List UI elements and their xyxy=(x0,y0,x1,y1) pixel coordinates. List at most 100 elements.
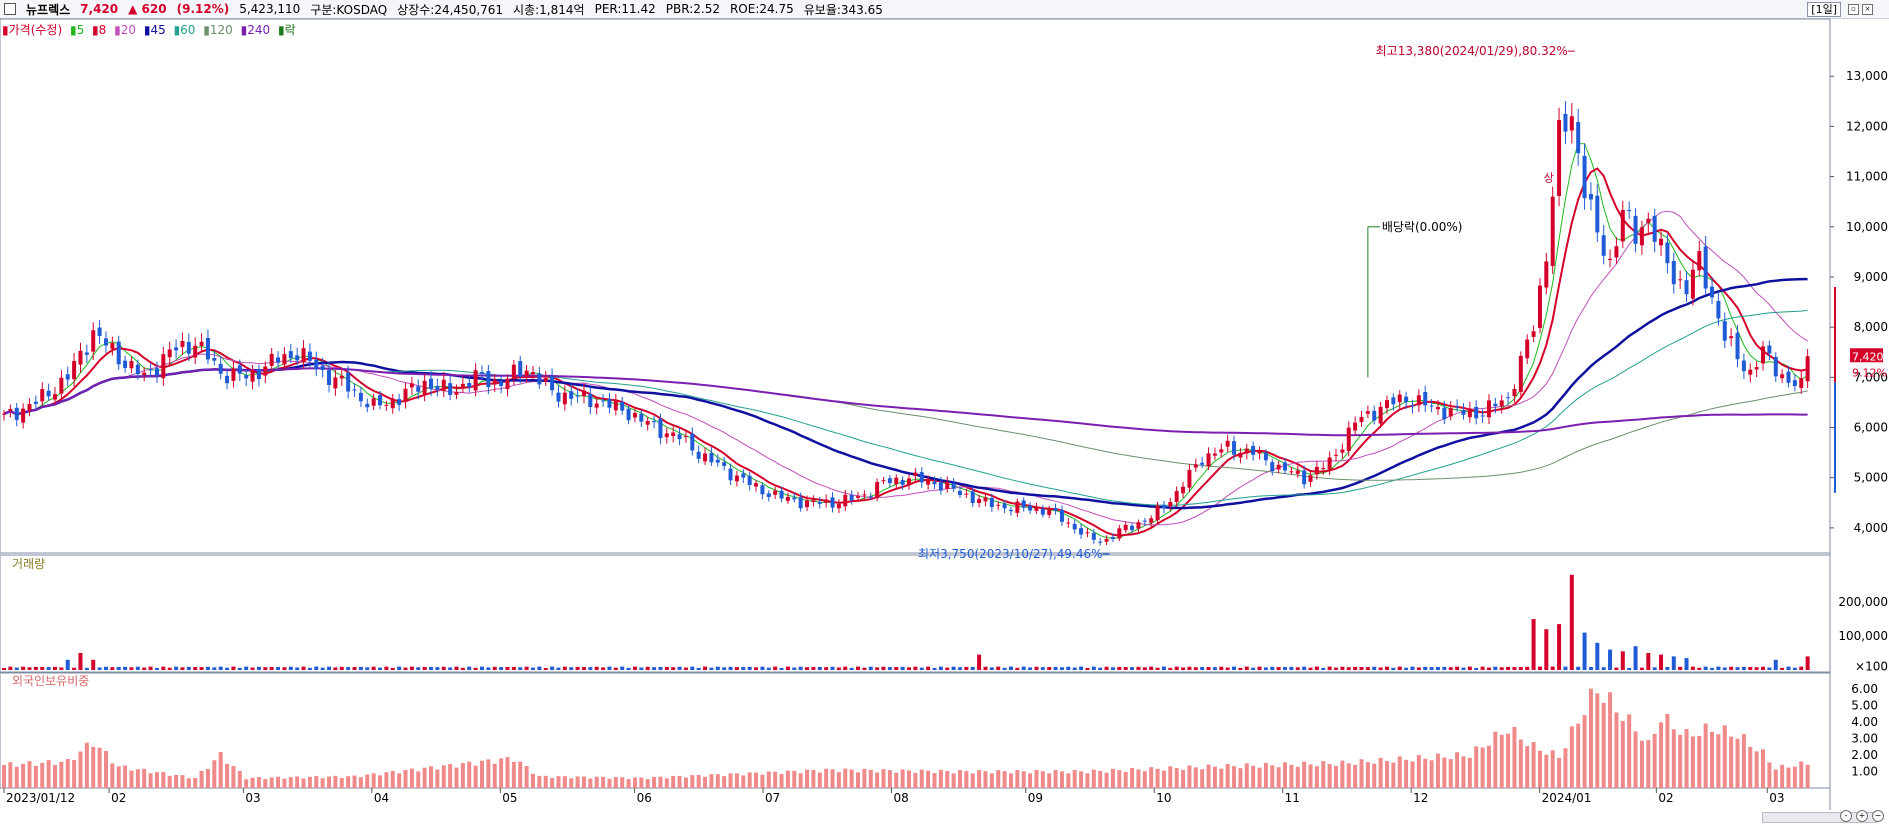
foreign-bar xyxy=(652,776,657,788)
volume-bar xyxy=(1308,667,1313,670)
candle-body xyxy=(1518,355,1523,392)
candle-body xyxy=(1117,528,1122,539)
foreign-bar xyxy=(435,769,440,788)
candle-body xyxy=(1225,440,1230,447)
candle-body xyxy=(116,341,121,365)
volume-bar xyxy=(123,666,128,670)
foreign-bar xyxy=(1225,763,1230,788)
foreign-bar xyxy=(1384,760,1389,788)
candle-body xyxy=(913,472,918,476)
volume-bar xyxy=(1576,666,1581,670)
volume-bar xyxy=(658,666,663,670)
volume-bar xyxy=(129,667,134,670)
period-button[interactable]: [1일] xyxy=(1807,2,1841,17)
legend-ma20[interactable]: ▮20 xyxy=(114,23,137,37)
candle-body xyxy=(983,497,988,502)
candle-body xyxy=(225,375,230,384)
volume-bar xyxy=(282,667,287,670)
candle-body xyxy=(1353,422,1358,431)
candle-body xyxy=(1799,378,1804,388)
volume-bar xyxy=(1098,667,1103,670)
volume-bar xyxy=(1455,666,1460,670)
foreign-tick-label: 1.00 xyxy=(1851,765,1878,779)
legend-ma5[interactable]: ▮5 xyxy=(69,23,85,37)
candle-body xyxy=(1780,374,1785,379)
candle-body xyxy=(715,459,720,463)
volume-bar xyxy=(709,667,714,670)
volume-bar xyxy=(632,666,637,670)
volume-bar xyxy=(409,666,414,670)
volume-bar xyxy=(556,667,561,670)
candle-body xyxy=(575,395,580,397)
foreign-bar xyxy=(1690,736,1695,788)
legend-ex[interactable]: ▮락 xyxy=(277,23,296,37)
zoom-in-icon[interactable]: + xyxy=(1856,810,1868,822)
close-icon[interactable]: × xyxy=(1862,4,1873,15)
foreign-bar xyxy=(301,778,306,788)
candle-body xyxy=(734,475,739,482)
volume-bar xyxy=(938,666,943,670)
candle-body xyxy=(792,497,797,500)
candle-body xyxy=(1416,395,1421,406)
volume-bar xyxy=(390,667,395,670)
candle-body xyxy=(448,383,453,395)
select-checkbox[interactable] xyxy=(4,3,16,15)
candle-body xyxy=(409,383,414,388)
legend-ma45[interactable]: ▮45 xyxy=(143,23,166,37)
foreign-bar xyxy=(52,765,57,788)
volume-bar xyxy=(1346,667,1351,670)
legend-price[interactable]: ▮가격(수정) xyxy=(2,23,63,37)
foreign-bar xyxy=(1149,767,1154,788)
volume-bar xyxy=(1665,667,1670,670)
legend-ma8[interactable]: ▮8 xyxy=(92,23,107,37)
x-tick-label: 03 xyxy=(1769,791,1784,805)
foreign-bar xyxy=(1040,771,1045,788)
volume-bar xyxy=(269,666,274,670)
zoom-reset-icon[interactable]: - xyxy=(1840,810,1852,822)
candle-body xyxy=(511,364,516,378)
foreign-bar xyxy=(473,765,478,788)
volume-tick-label: 200,000 xyxy=(1838,595,1888,609)
volume-bar xyxy=(983,666,988,670)
foreign-bar xyxy=(1321,761,1326,788)
zoom-out-icon[interactable]: − xyxy=(1872,810,1884,822)
volume-bar xyxy=(518,667,523,670)
volume-bar xyxy=(1748,666,1753,670)
volume-bar xyxy=(1142,667,1147,670)
volume-bar xyxy=(594,666,599,670)
candle-body xyxy=(1334,454,1339,456)
volume-bar xyxy=(1085,667,1090,670)
candle-body xyxy=(1372,410,1377,421)
foreign-bar xyxy=(569,778,574,788)
foreign-bar xyxy=(1193,767,1198,788)
foreign-bar xyxy=(269,777,274,788)
candle-body xyxy=(1270,462,1275,471)
volume-bar xyxy=(352,667,357,670)
candle-body xyxy=(945,481,950,489)
candle-body xyxy=(1346,427,1351,451)
foreign-bar xyxy=(1021,771,1026,788)
legend-ma240[interactable]: ▮240 xyxy=(240,23,271,37)
legend-ma120[interactable]: ▮120 xyxy=(203,23,233,37)
legend-ma60[interactable]: ▮60 xyxy=(173,23,196,37)
x-tick-label: 2023/01/12 xyxy=(6,791,75,805)
stock-name[interactable]: 뉴프렉스 xyxy=(26,2,71,17)
candle-body xyxy=(486,371,491,388)
foreign-bar xyxy=(1174,768,1179,788)
minimize-icon[interactable]: ▫ xyxy=(1848,4,1859,15)
candle-body xyxy=(1212,453,1217,456)
candle-body xyxy=(8,408,13,411)
candle-body xyxy=(817,501,822,504)
candle-body xyxy=(671,432,676,436)
candle-body xyxy=(301,348,306,363)
candle-body xyxy=(1161,504,1166,509)
volume-bar xyxy=(499,667,504,670)
foreign-bar xyxy=(1378,757,1383,788)
volume-bar xyxy=(1059,667,1064,670)
volume-bar xyxy=(747,666,752,670)
foreign-bar xyxy=(1015,770,1020,788)
volume-bar xyxy=(511,666,516,670)
candle-body xyxy=(843,494,848,507)
foreign-bar xyxy=(1334,765,1339,788)
